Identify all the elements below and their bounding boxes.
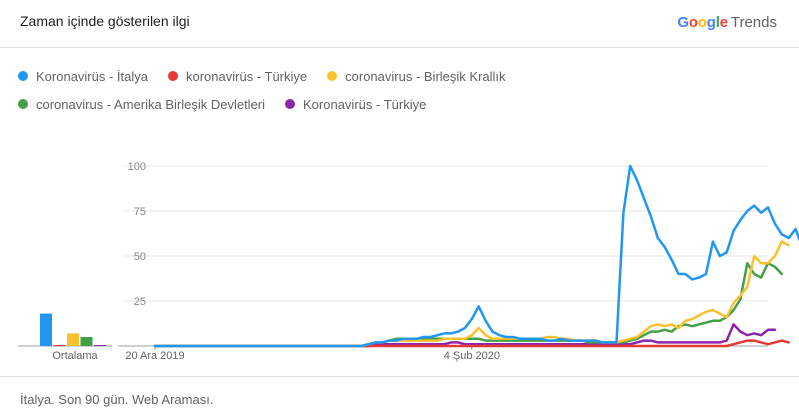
widget-header: Zaman içinde gösterilen ilgi Google Trend… xyxy=(0,0,799,48)
legend-label: Koronavirüs - Türkiye xyxy=(303,96,427,112)
x-tick-label: 20 Ara 2019 xyxy=(125,350,184,362)
legend-item-turkey-upper[interactable]: Koronavirüs - Türkiye xyxy=(285,97,426,112)
logo-letter: G xyxy=(677,14,689,31)
average-bar[interactable] xyxy=(40,313,52,346)
average-label: Ortalama xyxy=(52,350,98,362)
x-tick-label: 4 Şub 2020 xyxy=(444,350,500,362)
google-wordmark: Google xyxy=(677,14,728,31)
legend-label: coronavirus - Amerika Birleşik Devletler… xyxy=(36,96,266,112)
logo-letter: l xyxy=(715,14,720,31)
google-trends-logo[interactable]: Google Trends xyxy=(677,14,777,31)
widget-footer: İtalya. Son 90 gün. Web Araması. xyxy=(0,376,799,416)
footer-description: İtalya. Son 90 gün. Web Araması. xyxy=(20,392,214,407)
average-bar[interactable] xyxy=(94,345,106,346)
series-color-dot xyxy=(168,71,178,81)
legend-row-1: Koronavirüs - İtalya koronavirüs - Türki… xyxy=(18,62,778,90)
average-bar[interactable] xyxy=(53,345,66,346)
logo-letter: o xyxy=(688,14,698,31)
trends-wordmark: Trends xyxy=(730,14,777,31)
series-line[interactable] xyxy=(153,240,790,348)
widget-title: Zaman içinde gösterilen ilgi xyxy=(20,13,190,29)
interest-over-time-chart[interactable]: 25 50 75 100 Ortalama 20 Ara 2019 4 Şub 2020 xyxy=(0,130,799,370)
legend-item-usa[interactable]: coronavirus - Amerika Birleşik Devletler… xyxy=(18,97,265,112)
legend-item-uk[interactable]: coronavirus - Birleşik Krallık xyxy=(327,68,506,84)
legend-label: coronavirus - Birleşik Krallık xyxy=(345,68,506,84)
y-tick-label: 75 xyxy=(134,206,146,218)
average-bar[interactable] xyxy=(67,333,79,346)
series-color-dot xyxy=(18,99,28,109)
legend-row-2: coronavirus - Amerika Birleşik Devletler… xyxy=(18,90,778,118)
logo-letter: e xyxy=(719,14,728,31)
legend-label: Koronavirüs - İtalya xyxy=(36,68,148,84)
y-tick-label: 100 xyxy=(128,161,146,173)
logo-letter: o xyxy=(697,14,707,31)
legend-item-turkey-lower[interactable]: koronavirüs - Türkiye xyxy=(168,69,307,84)
chart-legend: Koronavirüs - İtalya koronavirüs - Türki… xyxy=(18,62,778,118)
y-tick-label: 50 xyxy=(134,251,146,263)
legend-label: koronavirüs - Türkiye xyxy=(186,68,308,84)
series-color-dot xyxy=(285,99,296,109)
logo-letter: g xyxy=(706,14,716,31)
legend-item-italy[interactable]: Koronavirüs - İtalya xyxy=(18,69,148,84)
series-color-dot xyxy=(18,71,28,81)
series-color-dot xyxy=(327,71,338,81)
y-tick-label: 25 xyxy=(134,296,146,308)
average-bar[interactable] xyxy=(80,337,93,346)
series-line[interactable] xyxy=(153,164,799,348)
